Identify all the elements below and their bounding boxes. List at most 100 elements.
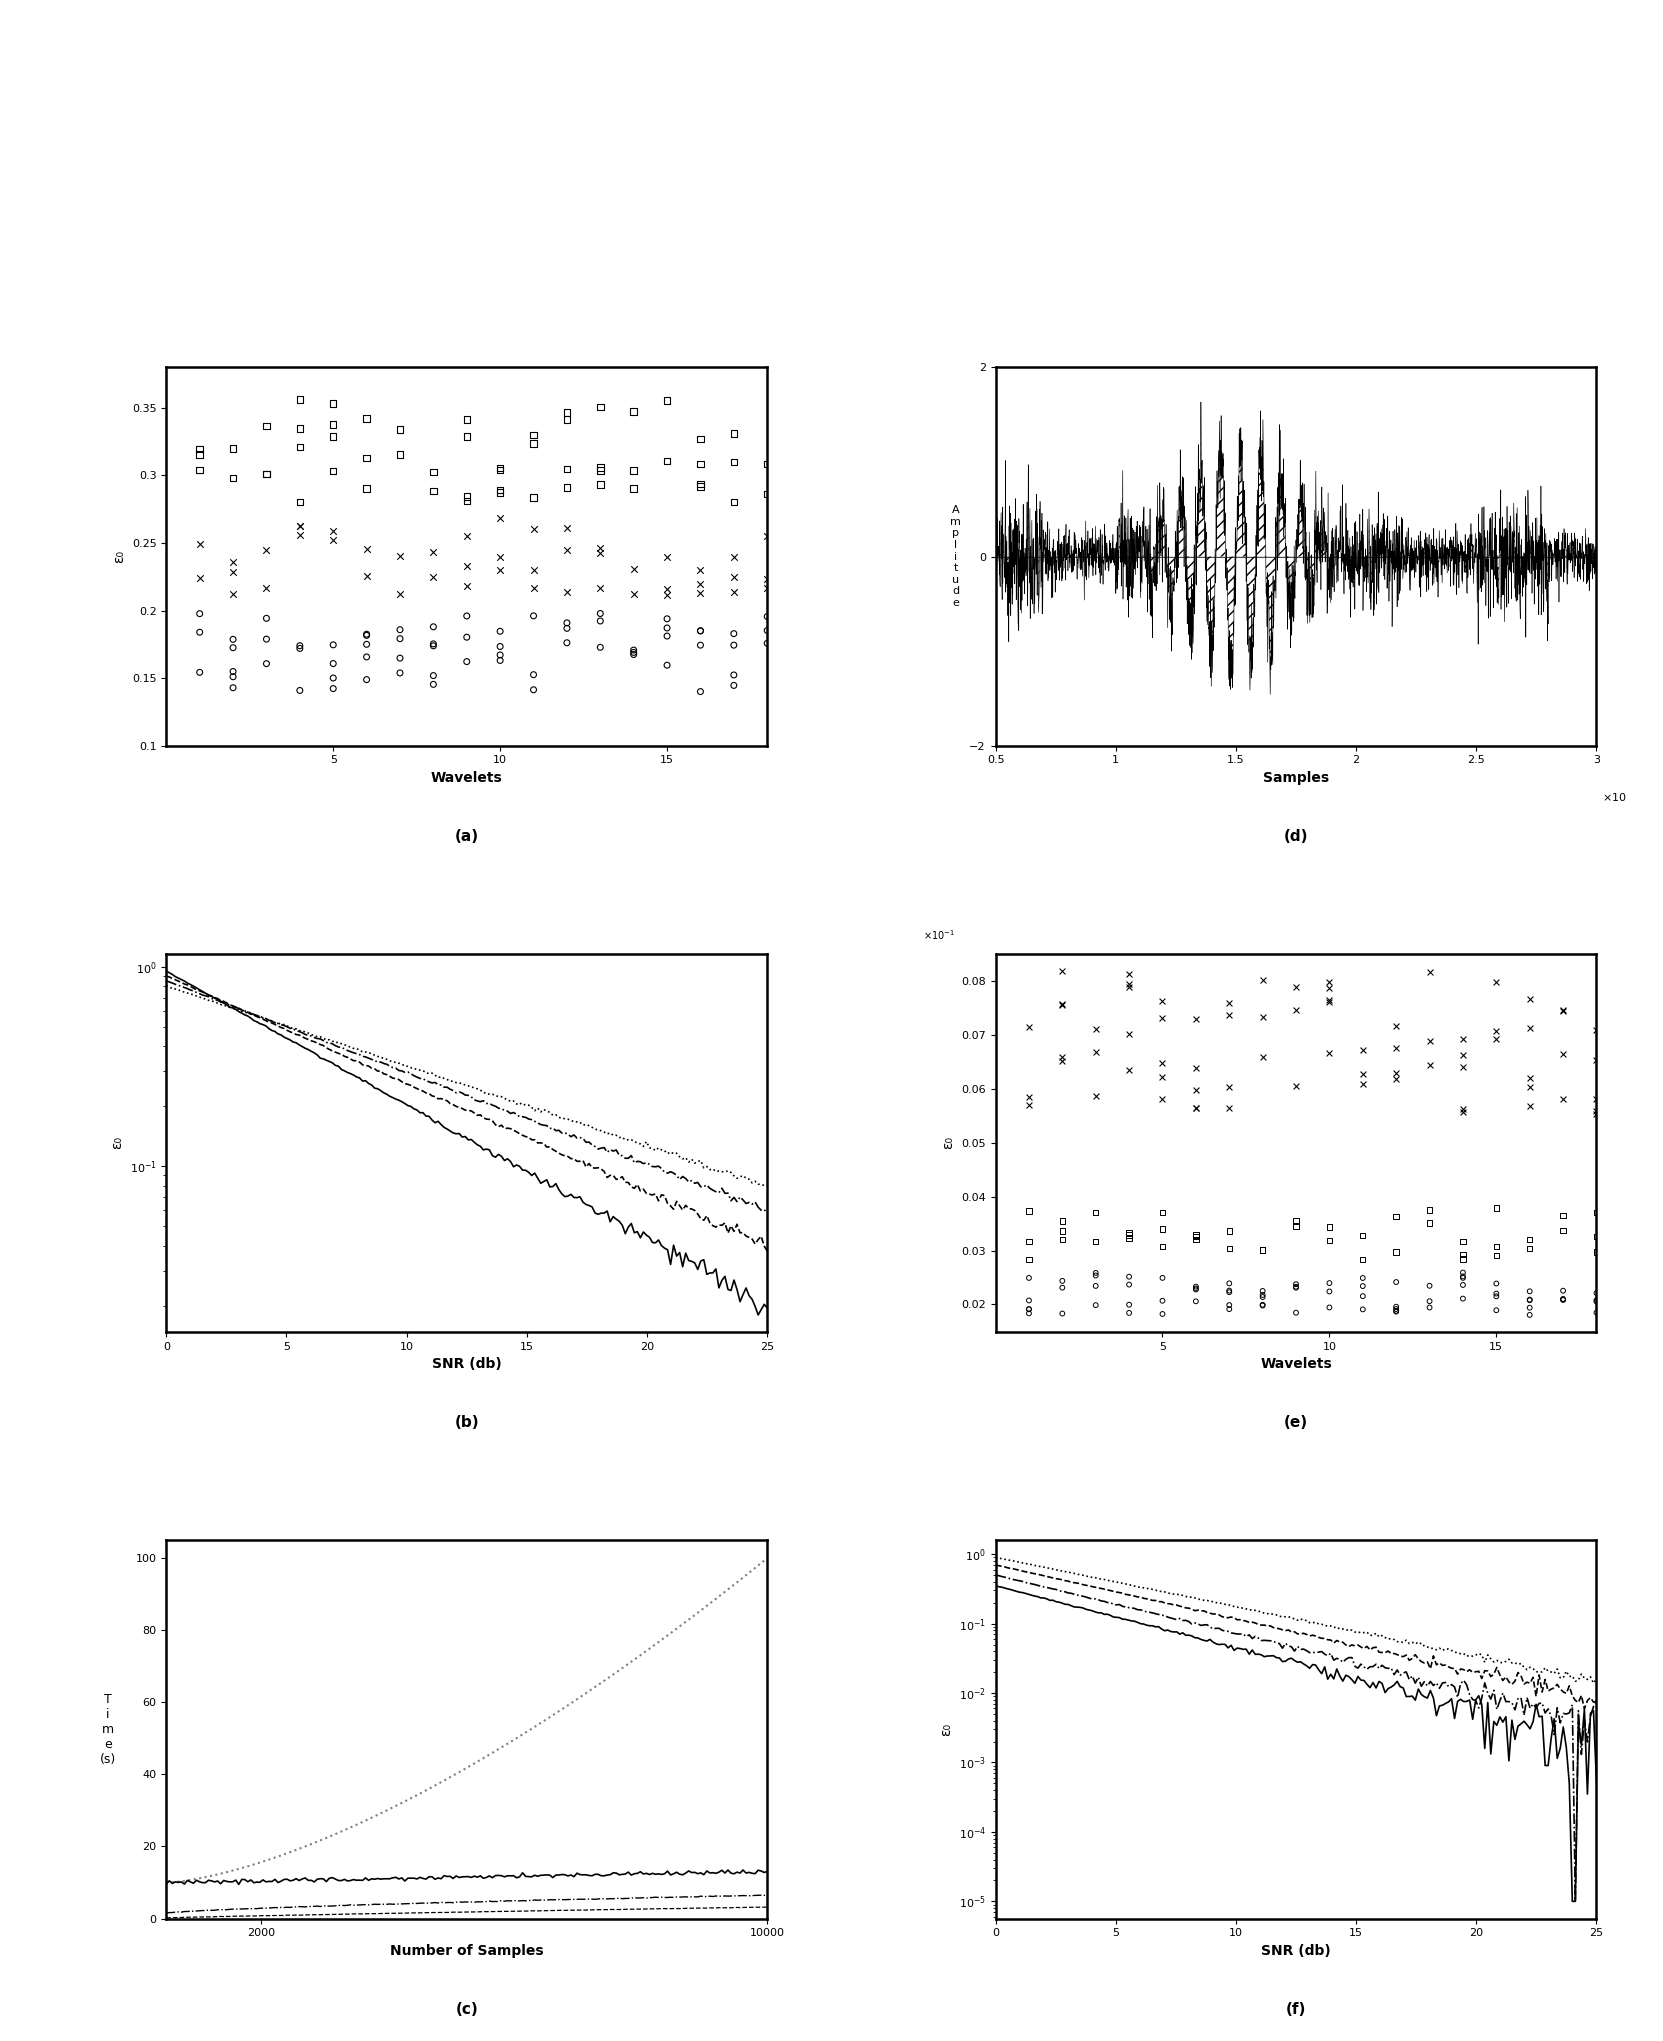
Point xyxy=(720,659,747,692)
Point xyxy=(253,457,279,490)
Point xyxy=(1083,1080,1109,1112)
Point xyxy=(1182,1092,1209,1125)
Point xyxy=(487,476,514,508)
Point xyxy=(654,649,680,682)
Point xyxy=(1450,1051,1477,1084)
Point xyxy=(353,629,379,661)
Y-axis label: ε₀: ε₀ xyxy=(110,1137,125,1149)
Point xyxy=(753,447,780,480)
Point xyxy=(521,600,547,633)
Point xyxy=(654,541,680,574)
Point xyxy=(421,561,447,594)
Point xyxy=(1517,1298,1543,1331)
Point xyxy=(1149,1261,1176,1294)
Point xyxy=(1417,1292,1443,1325)
Point xyxy=(1550,1214,1577,1247)
Point xyxy=(1016,1261,1043,1294)
Point xyxy=(554,612,580,645)
Point xyxy=(720,541,747,574)
Point xyxy=(1483,1192,1510,1225)
Point xyxy=(1384,1296,1410,1329)
Point xyxy=(1583,1196,1610,1229)
Point xyxy=(1249,1278,1276,1310)
Point xyxy=(1349,1218,1375,1251)
Point xyxy=(687,614,713,647)
Point xyxy=(1282,1267,1309,1300)
Point xyxy=(1583,1014,1610,1047)
Point xyxy=(1249,1041,1276,1074)
Point xyxy=(319,629,346,661)
Point xyxy=(620,578,647,610)
Point xyxy=(1315,1292,1342,1325)
Point xyxy=(1550,1200,1577,1233)
Point xyxy=(220,671,246,704)
Point xyxy=(1282,972,1309,1004)
Point xyxy=(1450,1023,1477,1055)
Point xyxy=(1116,1218,1142,1251)
Point xyxy=(1550,1282,1577,1314)
Point xyxy=(654,620,680,653)
X-axis label: Wavelets: Wavelets xyxy=(1261,1357,1332,1372)
Point xyxy=(253,410,279,443)
Point xyxy=(587,390,614,422)
Point xyxy=(1249,1288,1276,1321)
Y-axis label: ε₀: ε₀ xyxy=(113,549,126,563)
Point xyxy=(1182,1223,1209,1255)
Point xyxy=(319,671,346,704)
Point xyxy=(1450,1243,1477,1276)
Point xyxy=(1417,1270,1443,1302)
Point xyxy=(1384,1031,1410,1063)
Point xyxy=(1483,1231,1510,1263)
Point xyxy=(1182,1218,1209,1251)
Point xyxy=(1483,1267,1510,1300)
Point xyxy=(454,569,481,602)
Point xyxy=(353,618,379,651)
Point xyxy=(1049,1041,1076,1074)
Point xyxy=(1083,1012,1109,1045)
Point xyxy=(521,659,547,692)
Point xyxy=(1315,1267,1342,1300)
Point xyxy=(319,661,346,694)
X-axis label: SNR (db): SNR (db) xyxy=(1261,1943,1330,1957)
Point xyxy=(620,635,647,667)
Point xyxy=(1216,1214,1242,1247)
Point xyxy=(421,476,447,508)
Point xyxy=(353,618,379,651)
Point xyxy=(1550,1039,1577,1072)
Point xyxy=(554,576,580,608)
Point xyxy=(720,576,747,608)
Point xyxy=(687,469,713,502)
Point xyxy=(253,602,279,635)
Point xyxy=(1417,1025,1443,1057)
Point xyxy=(1182,1272,1209,1304)
Point xyxy=(753,520,780,553)
Point xyxy=(1315,984,1342,1016)
Text: (a): (a) xyxy=(454,829,479,843)
Point xyxy=(1016,1194,1043,1227)
Point xyxy=(1550,1284,1577,1316)
Point xyxy=(487,453,514,486)
Point xyxy=(1149,1231,1176,1263)
Point xyxy=(1517,1090,1543,1123)
Point xyxy=(186,439,213,471)
Point xyxy=(1049,1045,1076,1078)
Point xyxy=(454,486,481,518)
Point xyxy=(720,416,747,449)
Point xyxy=(1349,1033,1375,1065)
Point xyxy=(220,655,246,688)
Point xyxy=(1550,996,1577,1029)
Point xyxy=(1016,1292,1043,1325)
Point xyxy=(319,647,346,680)
Point xyxy=(286,674,313,706)
Point xyxy=(1116,1053,1142,1086)
Point xyxy=(186,561,213,594)
Point xyxy=(587,571,614,604)
Point xyxy=(1450,1257,1477,1290)
Point xyxy=(554,606,580,639)
Point xyxy=(753,600,780,633)
Point xyxy=(1182,1274,1209,1306)
Point xyxy=(1249,1000,1276,1033)
Point xyxy=(753,563,780,596)
Point xyxy=(1049,1223,1076,1255)
Point xyxy=(1282,1069,1309,1102)
